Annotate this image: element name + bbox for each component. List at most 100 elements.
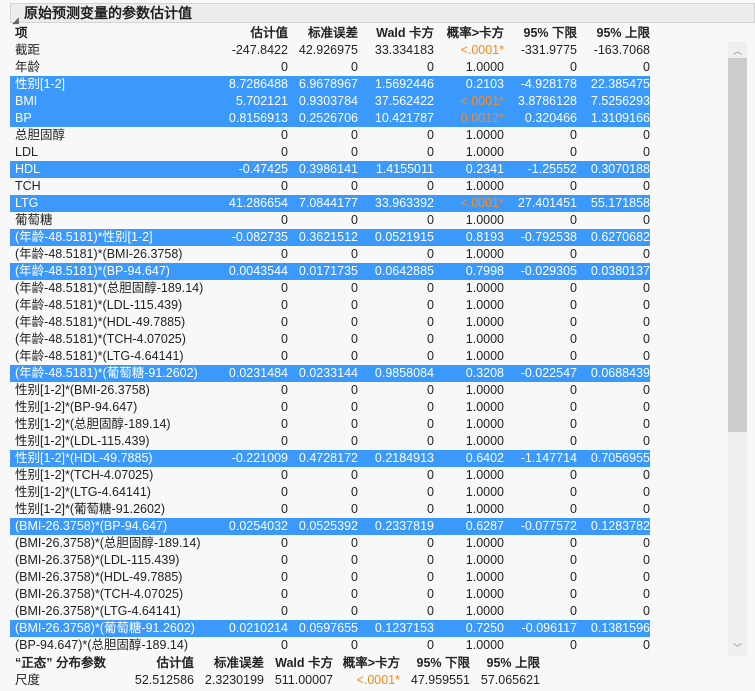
table-row[interactable]: (年龄-48.5181)*(LTG-4.64141) 0 0 0 1.0000 0 0 (10, 348, 650, 365)
cell-value: 0.9858084 (374, 366, 434, 380)
table-row[interactable]: (年龄-48.5181)*(总胆固醇-189.14) 0 0 0 1.0000 0 0 (10, 280, 650, 297)
table-row[interactable]: (BMI-26.3758)*(LDL-115.439) 0 0 0 1.0000 0 0 (10, 552, 650, 569)
term-label: (年龄-48.5181)*(葡萄糖-91.2602) (15, 366, 198, 380)
term-label: 性别[1-2]*(HDL-49.7885) (15, 451, 153, 465)
cell-value: 0 (427, 553, 434, 567)
cell-value: 55.171858 (590, 196, 650, 210)
vertical-scrollbar[interactable]: ︿ ﹀ (728, 42, 747, 656)
table-row[interactable]: BP 0.8156913 0.2526706 10.421787 0.0012* 0.32… (10, 110, 650, 127)
cell-value: 0.2526706 (298, 111, 358, 125)
table-row[interactable]: (BMI-26.3758)*(总胆固醇-189.14) 0 0 0 1.0000 0 0 (10, 535, 650, 552)
cell-value: 0 (427, 213, 434, 227)
cell-value: 0.2337819 (374, 519, 434, 533)
table-row[interactable]: 性别[1-2]*(BMI-26.3758) 0 0 0 1.0000 0 0 (10, 382, 650, 399)
column-header: 95% 下限 (523, 26, 578, 40)
cell-value: 0 (281, 383, 288, 397)
cell-value: 0 (427, 638, 434, 652)
cell-value: 1.0000 (465, 315, 504, 329)
table-row[interactable]: (年龄-48.5181)*(HDL-49.7885) 0 0 0 1.0000 0 0 (10, 314, 650, 331)
table-row[interactable]: (BMI-26.3758)*(LTG-4.64141) 0 0 0 1.0000 0 0 (10, 603, 650, 620)
table-row[interactable]: 年龄 0 0 0 1.0000 0 0 (10, 59, 650, 76)
table-row[interactable]: 尺度 52.512586 2.3230199 511.00007 <.0001* 47.9… (10, 672, 540, 689)
table-row[interactable]: BMI 5.702121 0.9303784 37.562422 <.0001* 3.87… (10, 93, 650, 110)
cell-value: 3.8786128 (517, 94, 577, 108)
table-row[interactable]: (年龄-48.5181)*(葡萄糖-91.2602) 0.0231484 0.023… (10, 365, 650, 382)
cell-value: 0.2103 (465, 77, 504, 91)
cell-value: 0.0380137 (590, 264, 650, 278)
cell-value: 0.0231484 (228, 366, 288, 380)
table-row[interactable]: 性别[1-2]*(总胆固醇-189.14) 0 0 0 1.0000 0 0 (10, 416, 650, 433)
cell-value: 0 (281, 553, 288, 567)
cell-value: 0 (643, 128, 650, 142)
term-label: 性别[1-2]*(TCH-4.07025) (15, 468, 154, 482)
table-row[interactable]: 总胆固醇 0 0 0 1.0000 0 0 (10, 127, 650, 144)
cell-value: 0 (570, 570, 577, 584)
cell-value: 0 (281, 213, 288, 227)
report-title-bar[interactable]: ◢ 原始预测变量的参数估计值 (10, 3, 755, 25)
cell-value: -1.147714 (520, 451, 577, 465)
column-header: 概率>卡方 (342, 656, 400, 670)
cell-value: 0 (427, 128, 434, 142)
table-row[interactable]: TCH 0 0 0 1.0000 0 0 (10, 178, 650, 195)
table-row[interactable]: 性别[1-2] 8.7286488 6.9678967 1.5692446 0.2103… (10, 76, 650, 93)
cell-value: 1.0000 (465, 434, 504, 448)
term-label: 性别[1-2]*(LDL-115.439) (15, 434, 150, 448)
table-row[interactable]: (年龄-48.5181)*(BP-94.647) 0.0043544 0.01717… (10, 263, 650, 280)
scroll-up-icon[interactable]: ︿ (732, 46, 742, 56)
table-row[interactable]: 葡萄糖 0 0 0 1.0000 0 0 (10, 212, 650, 229)
table-row[interactable]: LTG 41.286654 7.0844177 33.963392 <.0001* 27.… (10, 195, 650, 212)
cell-value: 0 (643, 417, 650, 431)
table-row[interactable]: 性别[1-2]*(BP-94.647) 0 0 0 1.0000 0 0 (10, 399, 650, 416)
cell-value: 0 (643, 281, 650, 295)
term-label: (年龄-48.5181)*性别[1-2] (15, 230, 153, 244)
cell-value: 0 (570, 468, 577, 482)
cell-value: -0.792538 (520, 230, 577, 244)
scroll-down-icon[interactable]: ﹀ (732, 643, 742, 653)
cell-value: 1.0000 (465, 417, 504, 431)
cell-value: 0 (570, 604, 577, 618)
term-label: 性别[1-2]*(BMI-26.3758) (15, 383, 150, 397)
table-row[interactable]: (BMI-26.3758)*(葡萄糖-91.2602) 0.0210214 0.05… (10, 620, 650, 637)
cell-value: 0.0688439 (590, 366, 650, 380)
table-row[interactable]: 性别[1-2]*(HDL-49.7885) -0.221009 0.4728172 0… (10, 450, 650, 467)
cell-value: 0 (570, 60, 577, 74)
table-row[interactable]: (BMI-26.3758)*(TCH-4.07025) 0 0 0 1.0000 0 0 (10, 586, 650, 603)
cell-value: 57.065621 (480, 673, 540, 687)
table-row[interactable]: 性别[1-2]*(TCH-4.07025) 0 0 0 1.0000 0 0 (10, 467, 650, 484)
table-row[interactable]: 性别[1-2]*(葡萄糖-91.2602) 0 0 0 1.0000 0 0 (10, 501, 650, 518)
table-row[interactable]: HDL -0.47425 0.3986141 1.4155011 0.2341 -1.25… (10, 161, 650, 178)
term-label: BMI (15, 94, 38, 108)
table-row[interactable]: 截距 -247.8422 42.926975 33.334183 <.0001* -331… (10, 42, 650, 59)
table-row[interactable]: LDL 0 0 0 1.0000 0 0 (10, 144, 650, 161)
term-label: (BMI-26.3758)*(葡萄糖-91.2602) (15, 621, 195, 635)
table-row[interactable]: 性别[1-2]*(LTG-4.64141) 0 0 0 1.0000 0 0 (10, 484, 650, 501)
table-row[interactable]: (年龄-48.5181)*(TCH-4.07025) 0 0 0 1.0000 0 0 (10, 331, 650, 348)
cell-value: 1.0000 (465, 60, 504, 74)
cell-value: 1.0000 (465, 145, 504, 159)
cell-value: 0.3621512 (298, 230, 358, 244)
cell-value: <.0001* (460, 43, 504, 57)
cell-value: 0.8156913 (228, 111, 288, 125)
cell-value: 0 (351, 400, 358, 414)
table-row[interactable]: (年龄-48.5181)*性别[1-2] -0.082735 0.3621512 0.… (10, 229, 650, 246)
table-row[interactable]: (BP-94.647)*(总胆固醇-189.14) 0 0 0 1.0000 0 0 (10, 637, 650, 654)
cell-value: 0.0521915 (374, 230, 434, 244)
cell-value: 0 (351, 247, 358, 261)
table-row[interactable]: (年龄-48.5181)*(BMI-26.3758) 0 0 0 1.0000 0 0 (10, 246, 650, 263)
column-header: 项 (15, 26, 28, 40)
cell-value: 0 (351, 349, 358, 363)
table-row[interactable]: (BMI-26.3758)*(HDL-49.7885) 0 0 0 1.0000 0 0 (10, 569, 650, 586)
cell-value: 0 (351, 502, 358, 516)
scrollbar-thumb[interactable] (728, 58, 747, 432)
cell-value: -0.096117 (521, 621, 577, 635)
disclosure-triangle-icon[interactable]: ◢ (12, 15, 19, 25)
cell-value: 33.334183 (374, 43, 434, 57)
table-row[interactable]: (年龄-48.5181)*(LDL-115.439) 0 0 0 1.0000 0 0 (10, 297, 650, 314)
cell-value: 0 (427, 485, 434, 499)
cell-value: 0 (570, 417, 577, 431)
table-row[interactable]: 性别[1-2]*(LDL-115.439) 0 0 0 1.0000 0 0 (10, 433, 650, 450)
table-row[interactable]: (BMI-26.3758)*(BP-94.647) 0.0254032 0.0525… (10, 518, 650, 535)
cell-value: 0 (427, 247, 434, 261)
term-label: (年龄-48.5181)*(LTG-4.64141) (15, 349, 184, 363)
cell-value: 0 (570, 349, 577, 363)
